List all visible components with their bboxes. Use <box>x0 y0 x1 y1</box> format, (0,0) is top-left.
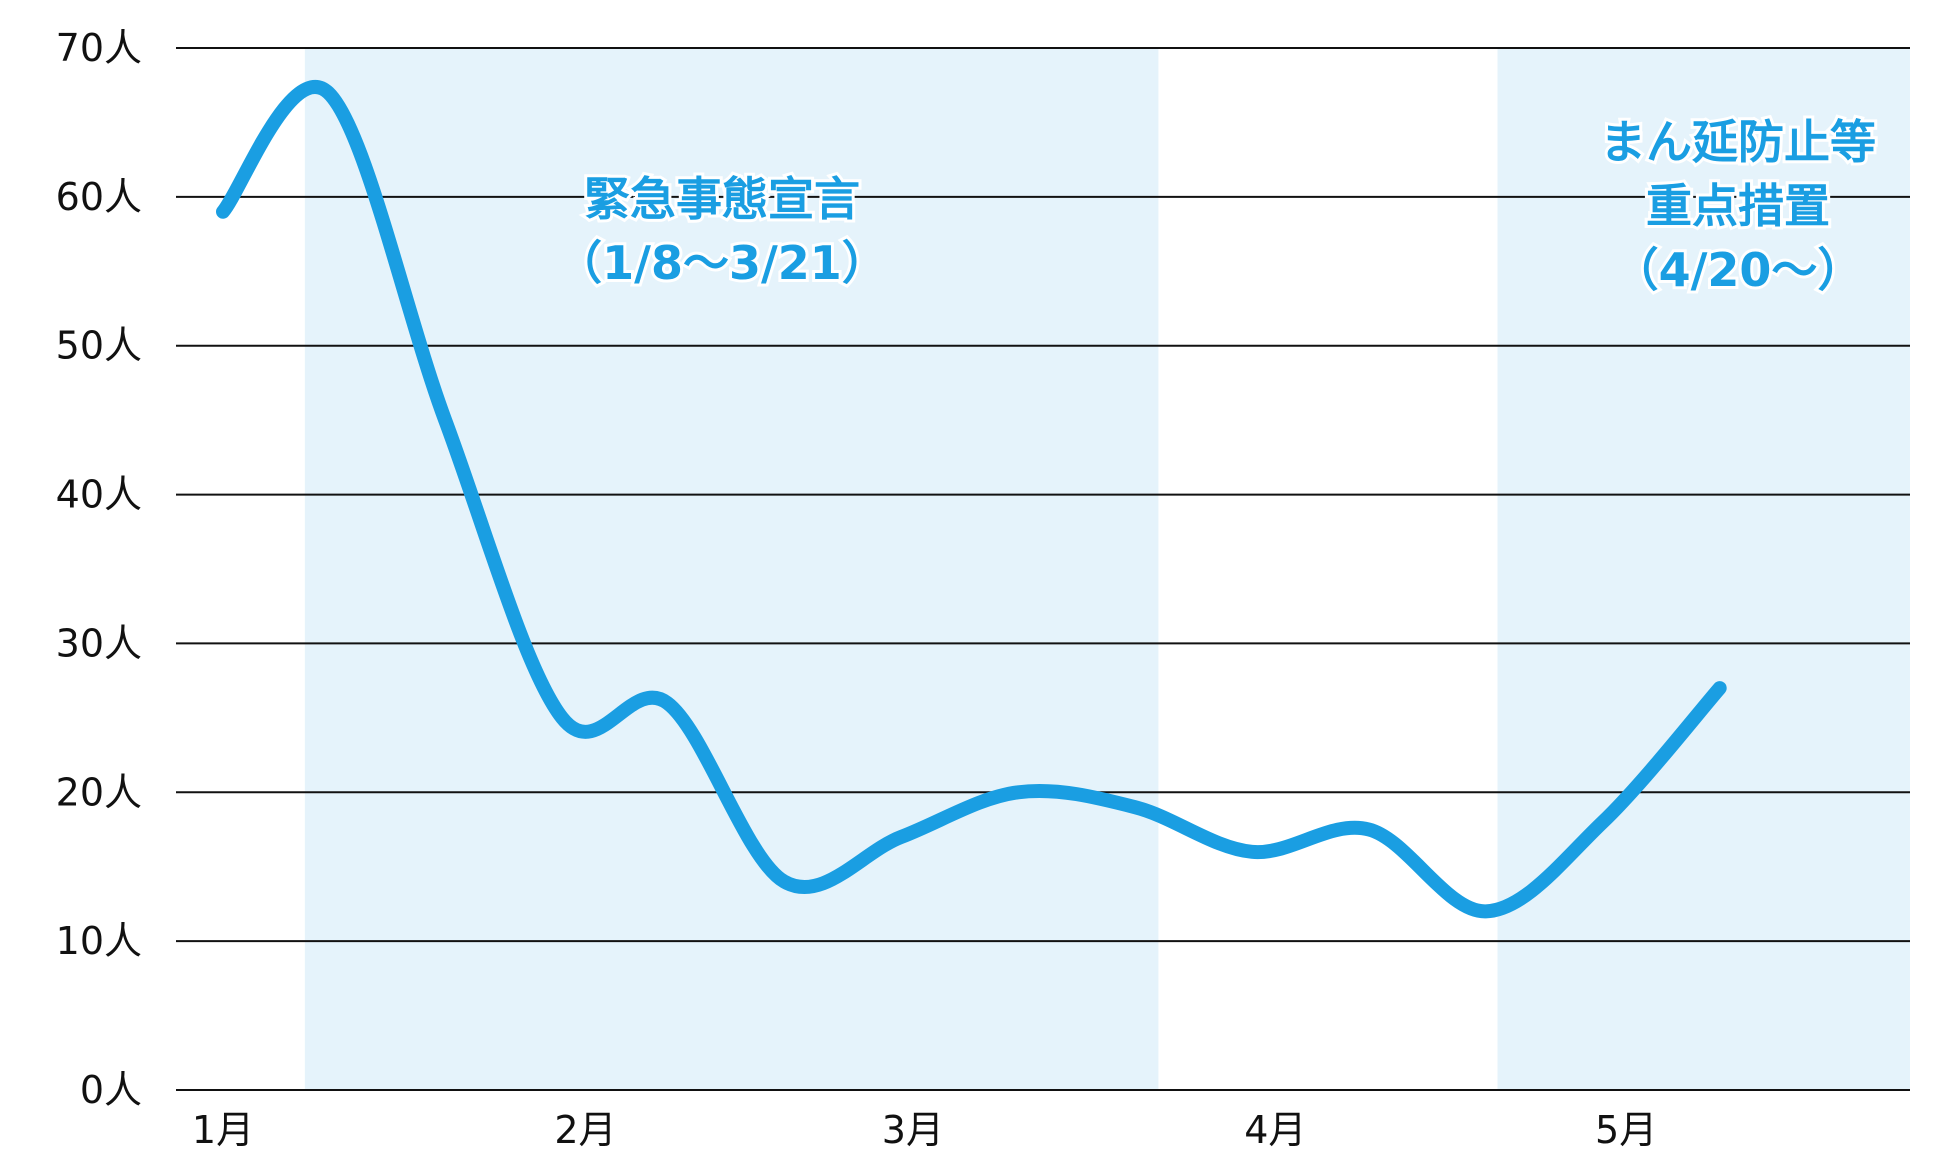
period-annotations: 緊急事態宣言 （1/8〜3/21） まん延防止等重点措置 （4/20〜） <box>553 112 1879 300</box>
period-label-line: まん延防止等 <box>1600 115 1876 169</box>
y-tick-label: 50人 <box>56 324 142 368</box>
y-tick-label: 10人 <box>56 919 142 963</box>
y-tick-label: 0人 <box>80 1068 142 1112</box>
period-label-2: まん延防止等重点措置 （4/20〜） <box>1600 115 1876 297</box>
x-tick-labels: 1月 2月 3月 4月 5月 <box>192 1108 1657 1152</box>
period-label-line: （4/20〜） <box>1613 243 1864 297</box>
x-tick-label: 1月 <box>192 1108 254 1152</box>
period-band-1 <box>304 48 1159 1090</box>
period-label-line: 緊急事態宣言 <box>584 172 860 226</box>
period-bands <box>304 48 1910 1090</box>
period-label-line: （1/8〜3/21） <box>556 236 888 290</box>
x-tick-label: 3月 <box>882 1108 944 1152</box>
y-tick-label: 70人 <box>56 26 142 70</box>
y-tick-label: 60人 <box>56 175 142 219</box>
period-band-2 <box>1497 48 1910 1090</box>
y-tick-labels: 0人 10人 20人 30人 40人 50人 60人 70人 <box>56 26 142 1112</box>
x-tick-label: 5月 <box>1595 1108 1657 1152</box>
period-label-line: 重点措置 <box>1646 179 1830 233</box>
period-label-1: 緊急事態宣言 （1/8〜3/21） <box>556 172 888 290</box>
y-tick-label: 30人 <box>56 621 142 665</box>
y-tick-label: 20人 <box>56 770 142 814</box>
x-tick-label: 4月 <box>1244 1108 1306 1152</box>
series-line <box>216 80 1727 919</box>
x-tick-label: 2月 <box>554 1108 616 1152</box>
y-tick-label: 40人 <box>56 473 142 517</box>
